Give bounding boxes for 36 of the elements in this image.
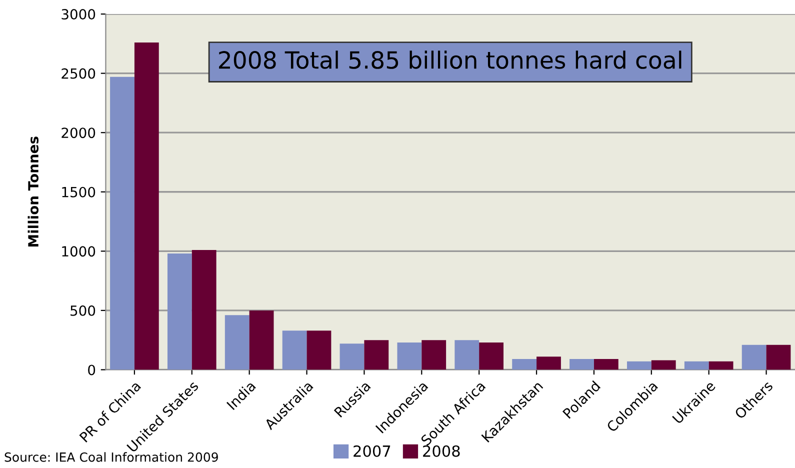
bar — [512, 359, 537, 370]
bar — [224, 315, 250, 370]
bar — [110, 76, 134, 370]
bar — [454, 340, 480, 370]
y-tick-label: 2000 — [62, 128, 96, 138]
y-tick-label: 0 — [88, 364, 96, 376]
bar — [422, 340, 446, 370]
legend-label: 2007 — [354, 445, 390, 457]
source-note: Source: IEA Coal Information 2009 — [4, 452, 218, 462]
y-tick-label: 500 — [70, 305, 96, 316]
bar — [536, 356, 561, 370]
bar — [167, 254, 192, 370]
bar — [249, 310, 274, 370]
bar — [479, 342, 504, 370]
y-axis-title: Million Tonnes — [28, 136, 39, 246]
bar — [651, 360, 676, 370]
bar — [626, 361, 652, 370]
y-tick-label: 3000 — [62, 9, 96, 20]
annotation: 2008 Total 5.85 billion tonnes hard coal — [219, 50, 682, 69]
bar — [364, 340, 389, 370]
bar — [684, 361, 709, 370]
bar — [192, 250, 216, 370]
bar — [282, 330, 307, 370]
bar — [570, 359, 594, 370]
bar — [766, 344, 791, 370]
bar — [594, 359, 618, 370]
bar — [306, 330, 332, 370]
y-tick-label: 2500 — [62, 68, 96, 79]
legend-label: 2008 — [423, 445, 460, 457]
bar — [340, 344, 364, 370]
y-tick-label: 1500 — [62, 186, 96, 198]
bar — [397, 342, 422, 370]
bar — [134, 42, 159, 370]
bar — [708, 361, 734, 370]
bar — [742, 344, 766, 370]
y-tick-label: 1000 — [62, 246, 96, 257]
